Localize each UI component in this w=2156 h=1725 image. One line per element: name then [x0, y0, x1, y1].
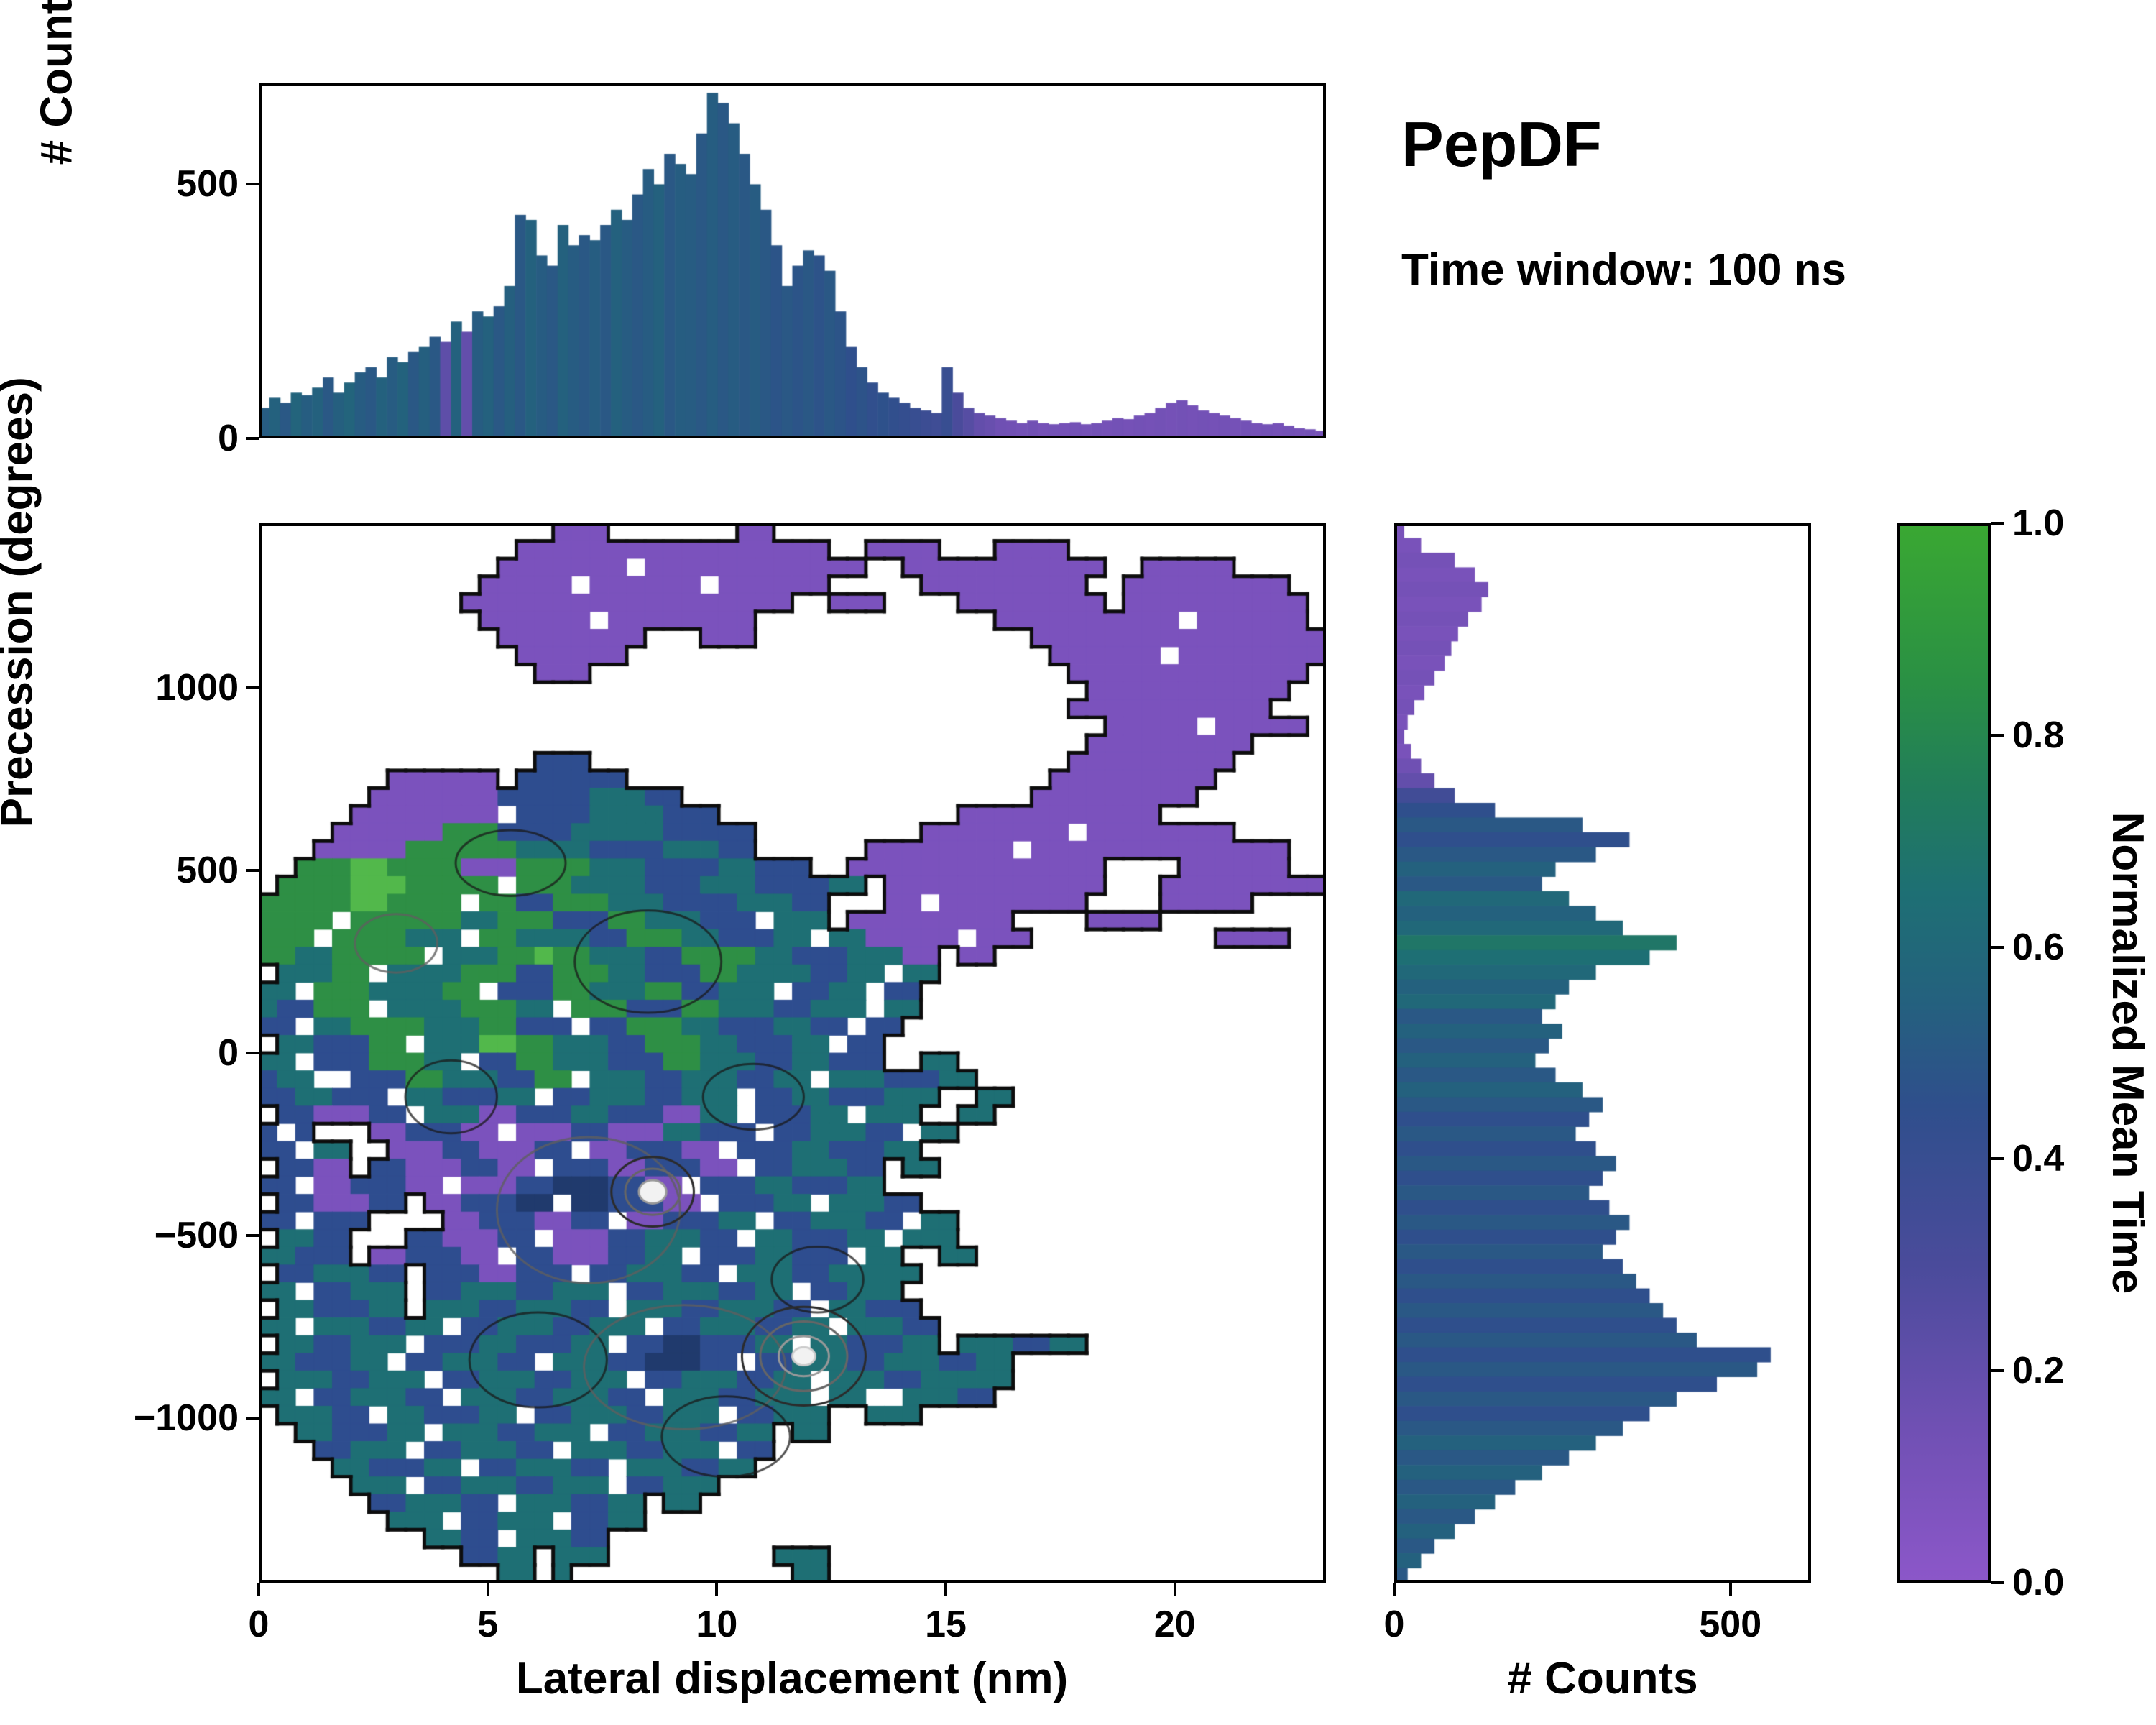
tick-label: 1000: [155, 666, 239, 709]
tick-mark: [944, 1583, 947, 1596]
joint-heatmap-canvas: [259, 523, 1326, 1583]
tick-mark: [246, 1417, 259, 1420]
tick-label: 0: [1383, 1604, 1405, 1645]
tick-label: 500: [176, 163, 239, 206]
tick-mark: [246, 1052, 259, 1054]
tick-label: 20: [1153, 1604, 1196, 1645]
tick-label: 500: [1699, 1604, 1762, 1645]
top-histogram-canvas: [259, 83, 1326, 438]
tick-label: 0.8: [2012, 714, 2065, 756]
tick-mark: [1991, 733, 2004, 737]
tick-label: 10: [696, 1604, 738, 1645]
tick-mark: [1991, 522, 2004, 525]
tick-mark: [1728, 1583, 1732, 1596]
colorbar-gradient: [1897, 523, 1991, 1583]
right-histogram-canvas: [1394, 523, 1811, 1583]
main-ylabel: Precession (degrees): [0, 377, 42, 828]
right-histogram-plot: [1394, 523, 1811, 1583]
tick-label: −500: [154, 1215, 239, 1257]
tick-label: 0.2: [2012, 1350, 2065, 1392]
tick-mark: [246, 868, 259, 872]
tick-label: 5: [477, 1604, 499, 1645]
tick-mark: [1991, 1157, 2004, 1161]
tick-mark: [1991, 945, 2004, 949]
tick-label: 0.6: [2012, 926, 2065, 968]
tick-label: 0: [218, 418, 239, 459]
tick-mark: [246, 1234, 259, 1238]
colorbar-label: Normalized Mean Time: [2103, 811, 2152, 1294]
tick-mark: [1991, 1369, 2004, 1373]
top-histogram-plot: [259, 83, 1326, 438]
tick-label: 0: [218, 1032, 239, 1074]
top-histogram-ylabel: # Counts: [32, 0, 82, 165]
tick-mark: [486, 1583, 489, 1596]
tick-label: 500: [176, 849, 239, 891]
colorbar: [1897, 523, 1991, 1583]
tick-label: 0.0: [2012, 1562, 2065, 1604]
tick-label: −1000: [133, 1397, 239, 1440]
main-xlabel: Lateral displacement (nm): [515, 1654, 1069, 1703]
tick-label: 1.0: [2012, 502, 2065, 544]
right-histogram-xlabel: # Counts: [1507, 1654, 1698, 1703]
tick-label: 15: [925, 1604, 967, 1645]
figure-title: PepDF: [1401, 109, 1602, 180]
tick-mark: [1393, 1583, 1396, 1596]
tick-mark: [1173, 1583, 1176, 1596]
joint-heatmap-plot: [259, 523, 1326, 1583]
tick-mark: [246, 686, 259, 689]
tick-mark: [246, 183, 259, 186]
tick-label: 0: [248, 1604, 270, 1645]
tick-mark: [246, 437, 259, 440]
tick-mark: [1991, 1581, 2004, 1584]
tick-label: 0.4: [2012, 1138, 2065, 1180]
tick-mark: [257, 1583, 260, 1596]
tick-mark: [715, 1583, 719, 1596]
figure-subtitle: Time window: 100 ns: [1401, 245, 1847, 295]
